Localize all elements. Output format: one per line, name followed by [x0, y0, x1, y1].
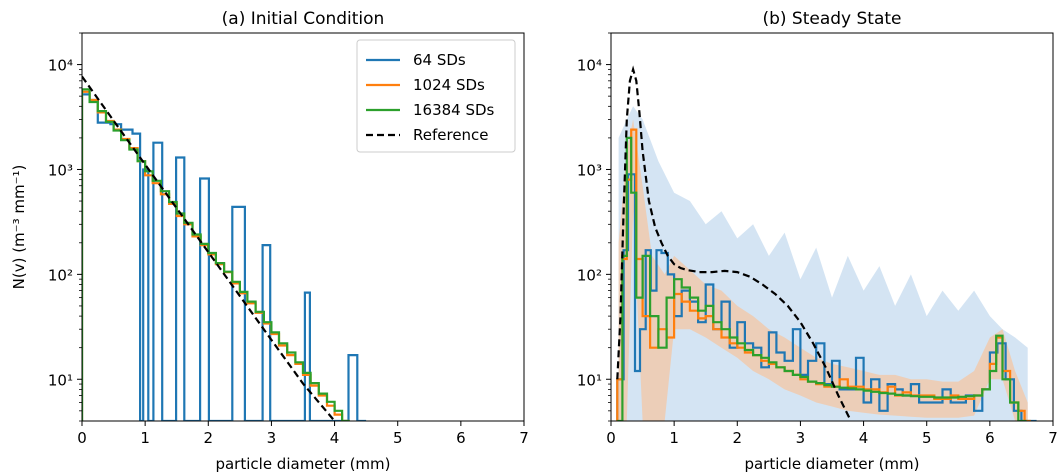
- panel-steady-state: 0 1 2 3 4 5 6 7 10¹ 10² 10³ 10⁴ (b) Steady State part…: [577, 9, 1058, 473]
- series-64-sds: [82, 93, 367, 421]
- y-tick-label: 10²: [577, 266, 602, 284]
- x-tick-label: 7: [1048, 429, 1058, 447]
- x-tick-label: 5: [393, 429, 403, 447]
- y-tick-label: 10²: [48, 266, 73, 284]
- legend-entry-64-sds: 64 SDs: [413, 51, 466, 69]
- x-tick-label: 0: [77, 429, 87, 447]
- axes-frame: [610, 32, 1054, 422]
- x-tick-label: 5: [922, 429, 932, 447]
- x-tick-label: 4: [859, 429, 869, 447]
- y-tick-label: 10⁴: [577, 57, 602, 75]
- x-tick-label: 2: [204, 429, 214, 447]
- series-1024-sds: [616, 128, 1031, 421]
- y-tick-label: 10¹: [577, 371, 602, 389]
- x-tick-label: 1: [140, 429, 150, 447]
- legend-box: [356, 39, 516, 153]
- x-tick-label: 3: [267, 429, 277, 447]
- series-reference: [616, 65, 852, 421]
- x-tick-label: 1: [669, 429, 679, 447]
- series-reference: [82, 75, 336, 421]
- legend-entry-reference: Reference: [413, 126, 489, 144]
- chart-title: (a) Initial Condition: [222, 9, 385, 29]
- x-tick-label: 0: [606, 429, 616, 447]
- x-tick-label: 6: [985, 429, 995, 447]
- x-tick-label: 4: [330, 429, 340, 447]
- x-tick-label: 3: [796, 429, 806, 447]
- series-16384-sds: [82, 88, 350, 421]
- x-axis-label: particle diameter (mm): [215, 455, 390, 473]
- x-tick-label: 2: [733, 429, 743, 447]
- x-tick-label: 7: [519, 429, 529, 447]
- legend-entry-16384-sds: 16384 SDs: [413, 101, 495, 119]
- panel-initial-condition: 0 1 2 3 4 5 6 7 10¹ 10² 10³ 10⁴ (a) Initial Conditio…: [10, 9, 529, 473]
- series-16384-sds: [617, 136, 1027, 421]
- y-axis-label: N(v) (m⁻³ mm⁻¹): [10, 165, 28, 290]
- axes-frame: [81, 32, 525, 422]
- x-tick-label: 6: [456, 429, 466, 447]
- y-tick-label: 10⁴: [48, 57, 73, 75]
- y-tick-label: 10³: [48, 161, 73, 179]
- plot-area: [82, 75, 367, 421]
- plot-area: [616, 65, 1037, 421]
- x-axis-label: particle diameter (mm): [744, 455, 919, 473]
- legend: 64 SDs 1024 SDs 16384 SDs Reference: [356, 39, 516, 153]
- y-tick-label: 10¹: [48, 371, 73, 389]
- chart-title: (b) Steady State: [762, 9, 901, 29]
- band-1024-sds: [618, 119, 1028, 421]
- y-tick-label: 10³: [577, 161, 602, 179]
- legend-entry-1024-sds: 1024 SDs: [413, 76, 485, 94]
